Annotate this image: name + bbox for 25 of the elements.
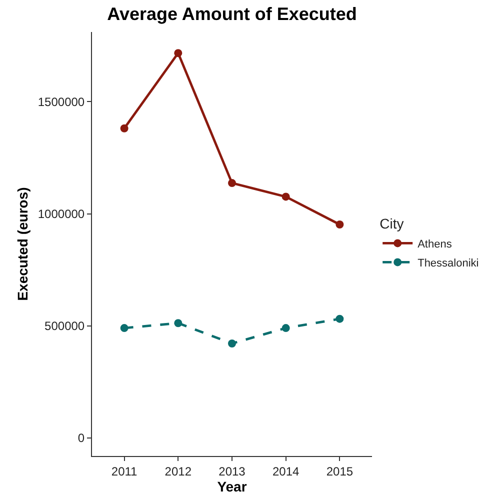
- point: [174, 319, 182, 328]
- chart-title: Average Amount of Executed: [107, 4, 357, 24]
- y-tick-label: 1000000: [38, 206, 85, 221]
- point: [282, 324, 290, 332]
- point: [120, 124, 128, 132]
- x-tick-label: 2011: [111, 464, 138, 478]
- point: [228, 340, 236, 348]
- point: [336, 220, 344, 228]
- point: [228, 179, 236, 188]
- y-tick-label: 1500000: [38, 94, 85, 109]
- x-axis-title: Year: [217, 478, 248, 495]
- point: [282, 192, 290, 201]
- x-tick-label: 2012: [164, 464, 192, 478]
- point: [120, 324, 128, 332]
- x-tick-label: 2013: [218, 464, 246, 478]
- y-axis-title: Executed (euros): [14, 187, 30, 301]
- point: [336, 314, 344, 323]
- legend-title: City: [380, 216, 404, 232]
- y-tick-label: 500000: [44, 319, 85, 333]
- point: [174, 49, 182, 58]
- legend-label: Athens: [418, 238, 452, 250]
- x-tick-label: 2015: [326, 464, 354, 478]
- legend-label: Thessaloniki: [418, 257, 479, 270]
- y-tick-label: 0: [78, 431, 85, 446]
- x-tick-label: 2014: [272, 464, 300, 478]
